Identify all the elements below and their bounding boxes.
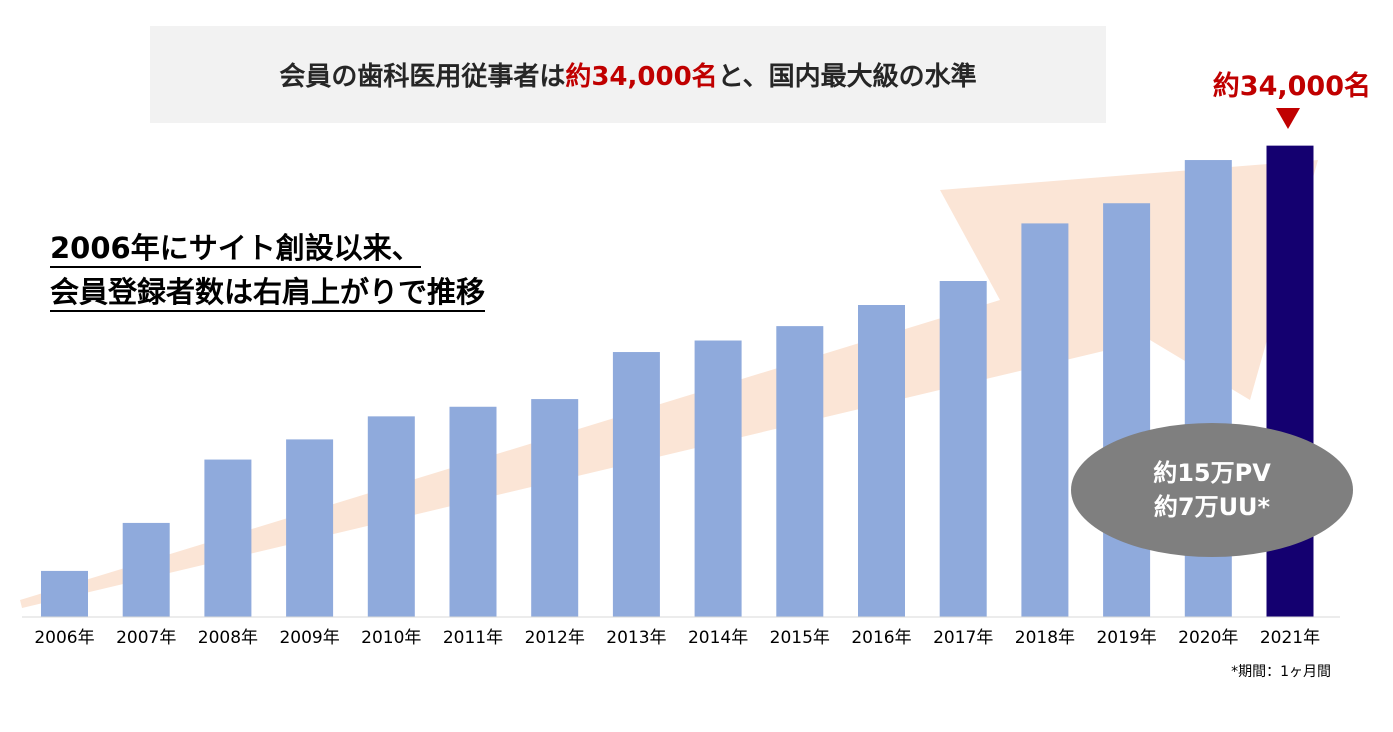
bar-2006年 bbox=[41, 570, 88, 617]
x-tick-labels: 2006年 2007年 2008年 2009年 2010年 2011年 2012年 2013年… bbox=[34, 628, 1320, 648]
bar-2019年 bbox=[1103, 203, 1151, 618]
x-tick-label: 2014年 bbox=[688, 628, 748, 648]
bar-2009年 bbox=[286, 439, 334, 617]
bar-2014年 bbox=[694, 340, 742, 617]
x-tick-label: 2010年 bbox=[361, 628, 421, 648]
x-tick-label: 2020年 bbox=[1178, 628, 1238, 648]
x-tick-label: 2015年 bbox=[770, 628, 830, 648]
x-tick-label: 2012年 bbox=[525, 628, 585, 648]
bar-2017年 bbox=[939, 281, 987, 617]
down-triangle-icon bbox=[1276, 108, 1300, 129]
bar-2010年 bbox=[367, 416, 415, 617]
bar-2016年 bbox=[858, 305, 905, 617]
stats-ellipse: 約15万PV 約7万UU* bbox=[1071, 423, 1353, 557]
footnote: *期間：1ヶ月間 bbox=[1231, 664, 1331, 680]
bar-2012年 bbox=[531, 399, 579, 617]
bar-2015年 bbox=[776, 326, 824, 617]
banner-prefix: 会員の歯科医用従事者は bbox=[279, 62, 566, 92]
x-tick-label: 2008年 bbox=[198, 628, 258, 648]
bar-2008年 bbox=[204, 459, 252, 617]
bars-group bbox=[41, 145, 1314, 618]
subtitle: 2006年にサイト創設以来、 会員登録者数は右肩上がりで推移 bbox=[50, 226, 486, 314]
subtitle-line-2: 会員登録者数は右肩上がりで推移 bbox=[50, 274, 486, 312]
x-tick-label: 2007年 bbox=[116, 628, 176, 648]
x-tick-label: 2013年 bbox=[606, 628, 666, 648]
pv-stat: 約15万PV bbox=[1153, 459, 1271, 487]
bar-2018年 bbox=[1021, 223, 1069, 617]
subtitle-line-1: 2006年にサイト創設以来、 bbox=[50, 230, 421, 268]
member-count-callout: 約34,000名 bbox=[1212, 71, 1371, 102]
x-tick-label: 2006年 bbox=[34, 628, 94, 648]
x-tick-label: 2018年 bbox=[1015, 628, 1075, 648]
bar-2011年 bbox=[449, 406, 497, 617]
x-tick-label: 2016年 bbox=[851, 628, 911, 648]
banner-suffix: と、国内最大級の水準 bbox=[717, 62, 977, 92]
x-tick-label: 2009年 bbox=[279, 628, 339, 648]
banner-highlight: 約34,000名 bbox=[565, 62, 718, 92]
headline-banner: 会員の歯科医用従事者は 約34,000名 と、国内最大級の水準 bbox=[150, 26, 1106, 123]
x-tick-label: 2011年 bbox=[443, 628, 503, 648]
uu-stat: 約7万UU* bbox=[1153, 493, 1271, 521]
x-tick-label: 2017年 bbox=[933, 628, 993, 648]
growth-arrow bbox=[20, 160, 1318, 608]
bar-2013年 bbox=[612, 352, 660, 617]
x-tick-label: 2019年 bbox=[1096, 628, 1156, 648]
x-tick-label: 2021年 bbox=[1260, 628, 1320, 648]
bar-2007年 bbox=[122, 522, 170, 617]
